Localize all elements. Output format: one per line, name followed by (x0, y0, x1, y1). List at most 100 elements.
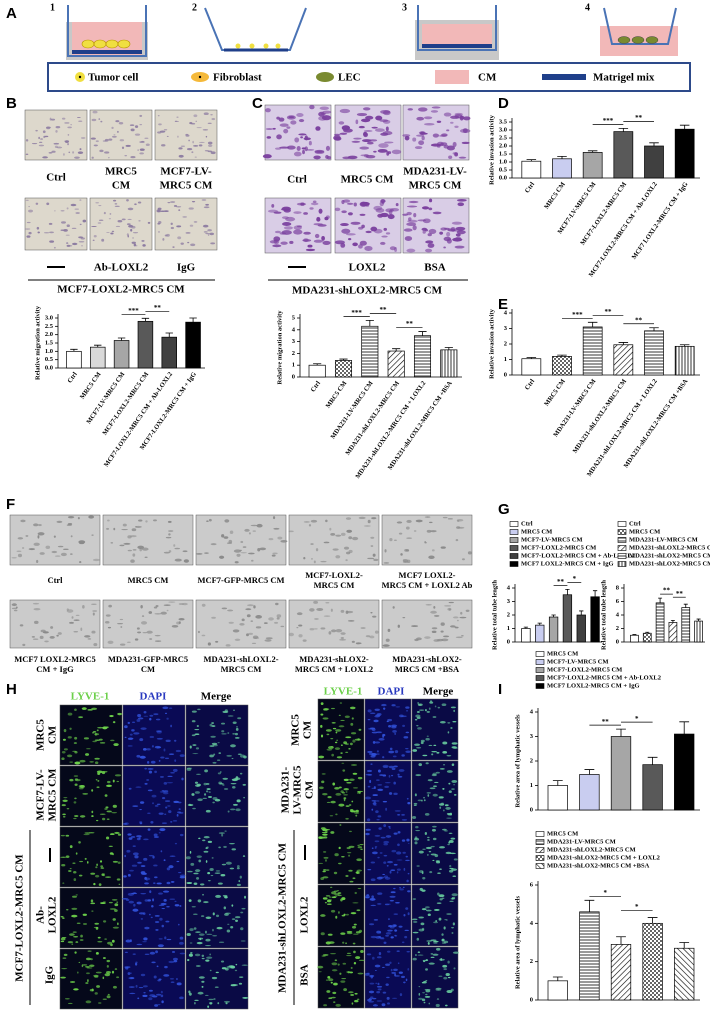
speck (74, 736, 78, 740)
speck (413, 804, 417, 806)
speck (393, 887, 396, 890)
speck (300, 202, 305, 206)
speck (272, 127, 276, 130)
speck (415, 519, 423, 523)
speck (389, 827, 391, 830)
speck (147, 789, 153, 792)
speck (340, 752, 343, 754)
speck (354, 891, 357, 895)
speck (191, 710, 197, 713)
speck (431, 549, 435, 552)
speck (364, 245, 373, 251)
speck (235, 727, 239, 731)
speck (407, 890, 411, 893)
speck (149, 951, 156, 955)
speck (430, 610, 437, 614)
legend-swatch (535, 855, 545, 861)
speck (126, 641, 131, 643)
speck (218, 752, 222, 754)
speck (366, 141, 374, 145)
speck (154, 1004, 159, 1007)
speck (357, 776, 363, 780)
speck (201, 985, 204, 988)
speck (166, 938, 172, 941)
speck (108, 901, 113, 904)
y-axis-label: Relative total tube length (491, 580, 498, 650)
speck (153, 975, 157, 979)
speck (60, 834, 65, 837)
micrograph (122, 704, 186, 766)
speck (194, 781, 199, 784)
speck (131, 864, 138, 867)
speck (278, 117, 285, 122)
speck (196, 773, 201, 775)
speck (236, 867, 240, 870)
bar (644, 145, 664, 179)
speck (67, 134, 70, 136)
error-bar (632, 634, 637, 636)
speck (87, 950, 92, 952)
speck (164, 965, 168, 969)
speck (130, 228, 133, 232)
speck (69, 845, 73, 849)
speck (359, 844, 364, 846)
speck (374, 741, 381, 744)
speck (453, 858, 458, 861)
speck (164, 813, 167, 815)
speck (190, 243, 196, 247)
speck (449, 625, 456, 628)
speck (459, 616, 467, 619)
speck (108, 604, 112, 608)
speck (197, 991, 204, 995)
speck (108, 845, 113, 847)
speck (116, 623, 124, 625)
speck (144, 876, 147, 880)
speck (25, 535, 29, 537)
speck (159, 130, 166, 133)
speck (95, 779, 98, 781)
legend-text: MDA231-shLOXL2-MRC5 CM (629, 544, 710, 551)
speck (187, 241, 190, 244)
micrograph (334, 104, 402, 161)
speck (158, 938, 163, 940)
speck (125, 966, 129, 970)
speck (86, 748, 91, 750)
speck (272, 516, 276, 520)
speck (349, 778, 355, 782)
speck (63, 953, 68, 957)
speck (194, 791, 200, 794)
speck (352, 902, 359, 904)
speck (390, 968, 393, 972)
speck (166, 233, 170, 237)
speck (456, 619, 459, 622)
speck (149, 714, 154, 717)
speck (143, 711, 147, 714)
speck (68, 870, 72, 872)
speck (91, 789, 94, 792)
speck (67, 126, 72, 129)
micrograph (122, 887, 186, 949)
speck (156, 882, 162, 885)
speck (90, 902, 96, 905)
speck (288, 632, 295, 637)
speck (407, 842, 410, 844)
speck (421, 206, 430, 210)
speck (111, 811, 118, 814)
speck (405, 859, 410, 862)
bar (387, 350, 405, 378)
speck (401, 754, 405, 757)
speck (95, 732, 97, 736)
legend-swatch (535, 839, 545, 845)
speck (345, 610, 354, 614)
speck (250, 620, 254, 622)
bar (547, 785, 568, 811)
speck (441, 703, 447, 706)
speck (104, 808, 108, 810)
speck (224, 830, 227, 832)
speck (331, 962, 338, 966)
caption: MDA231-shLOX2- (299, 654, 369, 664)
speck (255, 626, 262, 629)
bar (694, 620, 703, 643)
speck (385, 963, 391, 966)
speck (244, 528, 250, 532)
